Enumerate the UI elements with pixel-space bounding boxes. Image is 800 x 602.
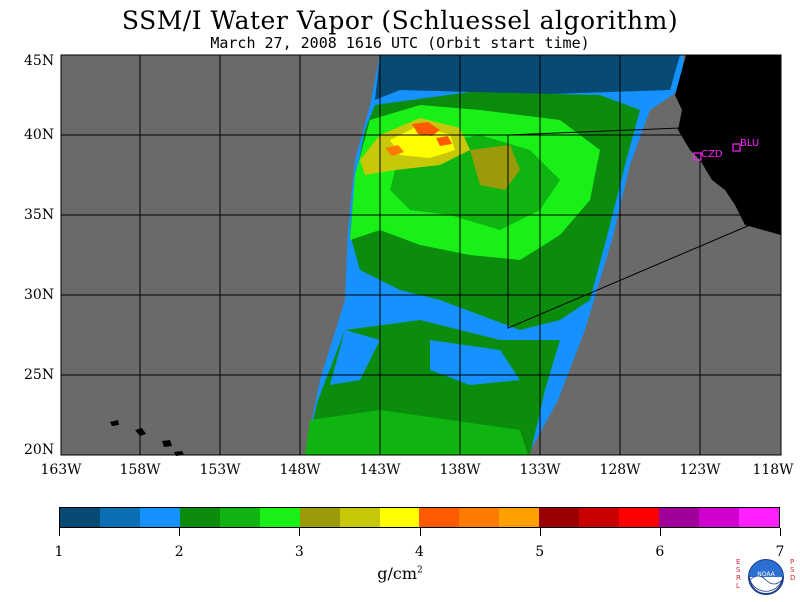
station-blu-label: BLU (740, 138, 759, 149)
colorbar-swatch (539, 508, 580, 527)
land-north-america (675, 55, 781, 235)
station-blu-marker (732, 143, 741, 152)
colorbar (59, 507, 780, 528)
colorbar-tick-mark (59, 528, 60, 536)
colorbar-tick-label: 5 (535, 544, 545, 560)
graticule (61, 55, 781, 455)
colorbar-tick-mark (539, 528, 541, 536)
colorbar-swatch (299, 508, 340, 527)
colorbar-swatch (219, 508, 260, 527)
colorbar-swatch (60, 508, 100, 527)
logo-text: NOAA (757, 571, 775, 578)
colorbar-tick-label: 1 (54, 544, 64, 560)
station-czd-marker (693, 152, 702, 161)
colorbar-swatch (738, 508, 779, 527)
lat-label: 40N (24, 127, 55, 143)
lat-label: 20N (24, 442, 55, 458)
colorbar-swatch (379, 508, 420, 527)
colorbar-swatch (619, 508, 660, 527)
lon-label: 148W (279, 462, 321, 478)
colorbar-swatch (419, 508, 460, 527)
lon-label: 118W (752, 462, 794, 478)
logo-right-text: PSD (790, 558, 796, 582)
lon-label: 158W (119, 462, 161, 478)
lon-label: 153W (199, 462, 241, 478)
noaa-logo: NOAA ESRL PSD (736, 556, 796, 598)
map-title: SSM/I Water Vapor (Schluessel algorithm) (121, 6, 679, 35)
colorbar-swatch (699, 508, 739, 527)
lon-label: 133W (519, 462, 561, 478)
colorbar-swatch (99, 508, 140, 527)
station-czd-label: CZD (701, 149, 723, 160)
lat-label: 25N (24, 367, 55, 383)
station-markers (693, 143, 741, 161)
lat-label: 35N (24, 207, 55, 223)
lon-label: 123W (679, 462, 721, 478)
colorbar-swatch (339, 508, 380, 527)
domain-outline (507, 127, 751, 329)
colorbar-swatch (659, 508, 699, 527)
colorbar-tick-label: 3 (294, 544, 304, 560)
lon-label: 128W (599, 462, 641, 478)
lon-label: 163W (40, 462, 82, 478)
lon-label: 143W (359, 462, 401, 478)
colorbar-swatch (179, 508, 220, 527)
map-subtitle: March 27, 2008 1616 UTC (Orbit start tim… (210, 34, 590, 52)
lat-label: 30N (24, 287, 55, 303)
colorbar-tick-label: 2 (174, 544, 184, 560)
lat-label: 45N (24, 53, 55, 69)
colorbar-tick-label: 7 (775, 544, 785, 560)
data-swath (305, 55, 684, 455)
plot-frame (60, 54, 782, 456)
colorbar-tick-mark (179, 528, 181, 536)
colorbar-tick-label: 4 (415, 544, 424, 560)
colorbar-swatch (579, 508, 620, 527)
lon-label: 138W (439, 462, 481, 478)
colorbar-swatch (499, 508, 540, 527)
colorbar-tick-mark (299, 528, 301, 536)
colorbar-tick-mark (780, 528, 781, 536)
colorbar-swatch (139, 508, 180, 527)
logo-left-text: ESRL (736, 558, 741, 590)
colorbar-tick-label: 6 (655, 544, 665, 560)
colorbar-tick-mark (659, 528, 661, 536)
colorbar-swatch (259, 508, 300, 527)
units-label: g/cm2 (377, 564, 423, 583)
colorbar-swatch (459, 508, 500, 527)
colorbar-tick-mark (419, 528, 421, 536)
